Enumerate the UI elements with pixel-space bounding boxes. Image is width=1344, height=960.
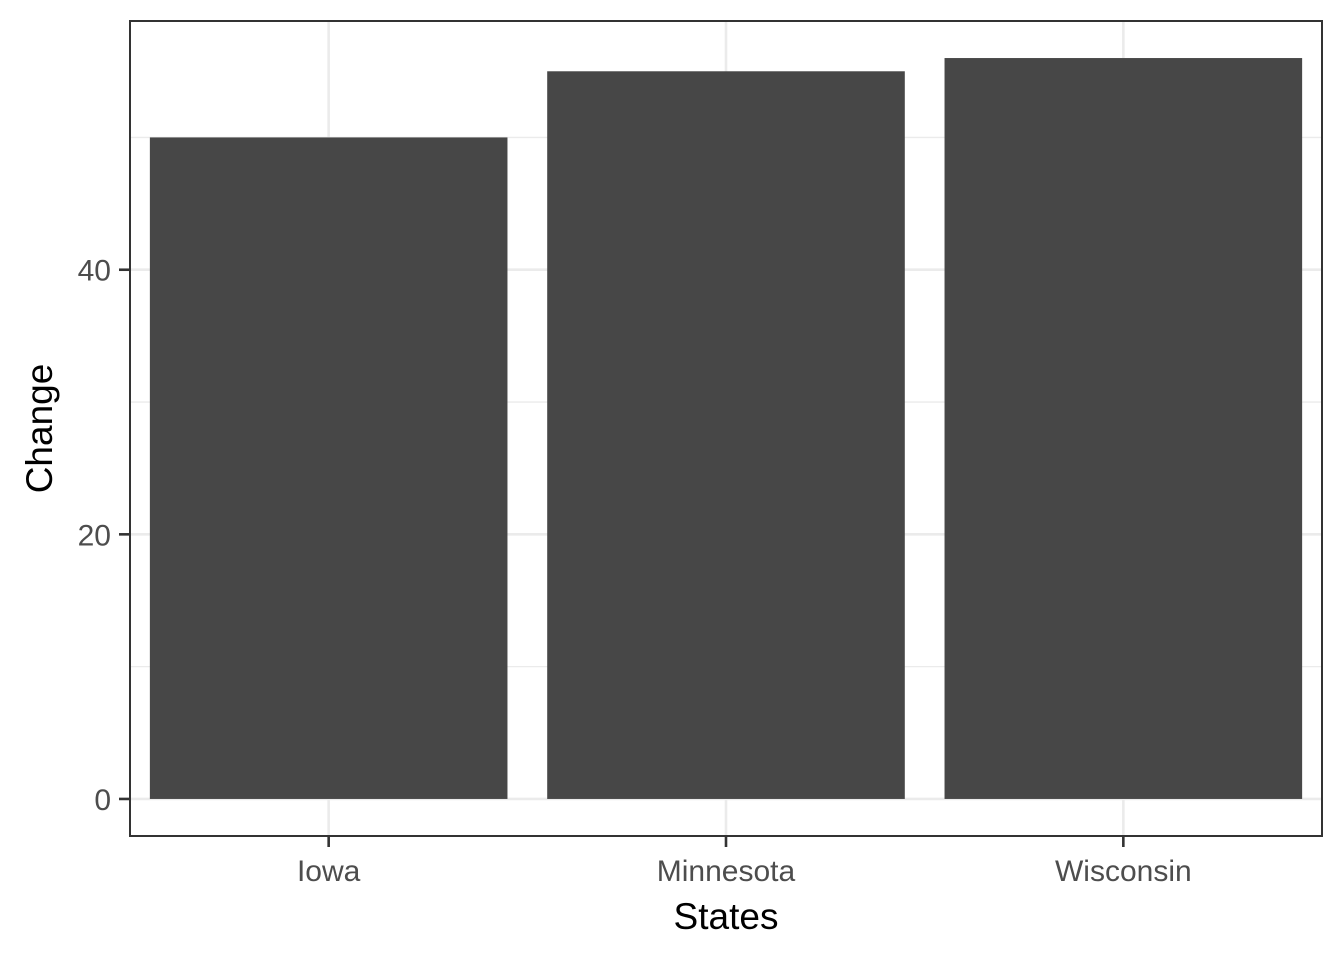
bar-minnesota [547, 71, 905, 799]
tick-labels: 0 20 40 Iowa Minnesota Wisconsin [78, 255, 1192, 888]
bar-wisconsin [944, 58, 1303, 799]
y-axis-title: Change [19, 364, 60, 494]
bars [149, 58, 1303, 799]
x-tick-label: Iowa [297, 855, 361, 888]
y-tick-label: 40 [78, 255, 111, 288]
y-tick-label: 0 [94, 784, 111, 817]
bar-iowa [149, 137, 508, 799]
x-tick-label: Wisconsin [1055, 855, 1192, 888]
x-tick-label: Minnesota [657, 855, 796, 888]
y-tick-label: 20 [78, 519, 111, 552]
x-axis-title: States [674, 896, 779, 937]
axis-ticks [119, 268, 1125, 847]
